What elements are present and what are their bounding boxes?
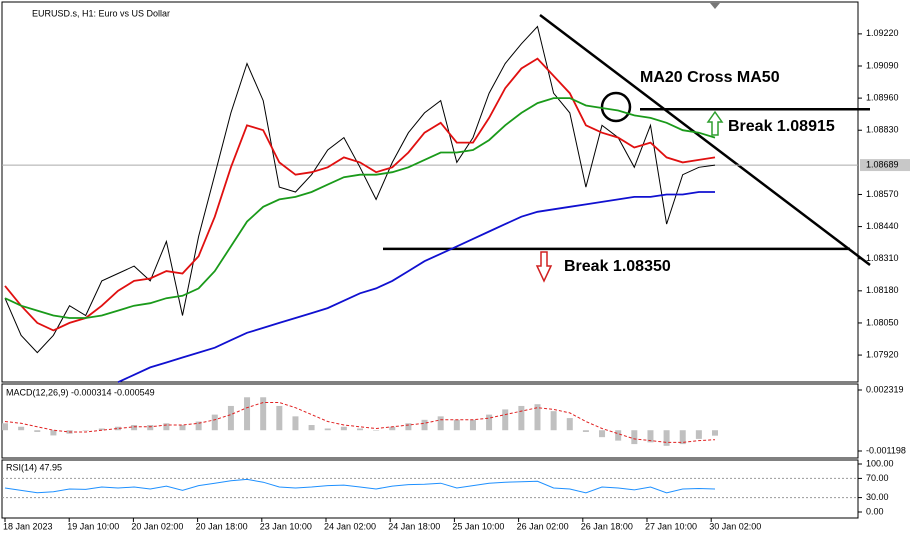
trendline [539, 14, 871, 266]
current-price-box [860, 159, 910, 172]
rsi-tick-label: 0.00 [866, 506, 884, 516]
price-panel [1, 1, 859, 383]
macd-bar [663, 430, 670, 446]
macd-bar [502, 409, 509, 431]
macd-bar [227, 405, 234, 431]
rsi-panel [1, 459, 859, 519]
macd-bar [534, 404, 541, 431]
y-tick-label: 1.08830 [866, 125, 899, 135]
macd-bar [550, 411, 557, 431]
macd-bar [2, 423, 8, 431]
macd-bar [34, 430, 41, 432]
macd-bar [615, 430, 622, 441]
up-arrow [706, 110, 724, 136]
y-tick-label: 1.08310 [866, 253, 899, 263]
macd-bar [695, 430, 702, 439]
macd-bar [163, 423, 170, 431]
macd-panel [1, 383, 859, 459]
macd-bar [389, 426, 396, 431]
macd-bar [437, 416, 444, 431]
rsi-tick-label: 100.00 [866, 458, 894, 468]
level-label: Break 1.08350 [564, 258, 671, 275]
y-tick-label: 1.09090 [866, 60, 899, 70]
macd-bar [712, 430, 718, 436]
annotation: MA20 Cross MA50 [640, 69, 780, 86]
macd-bar [292, 416, 299, 431]
macd-label: MACD(12,26,9) -0.000314 -0.000549 [6, 387, 155, 397]
current-price-label: 1.08689 [866, 159, 899, 169]
shift-marker [710, 3, 720, 9]
y-tick-label: 1.07920 [866, 349, 899, 359]
x-tick-label: 30 Jan 02:00 [709, 521, 761, 531]
x-tick-label: 20 Jan 02:00 [131, 521, 183, 531]
macd-bar [631, 430, 638, 445]
macd-bar [647, 430, 654, 443]
x-tick-label: 18 Jan 2023 [3, 521, 53, 531]
macd-bar [469, 419, 476, 431]
level-label: Break 1.08915 [728, 118, 835, 135]
y-tick-label: 1.08440 [866, 221, 899, 231]
rsi-tick-label: 70.00 [866, 473, 889, 483]
macd-bar [582, 430, 589, 432]
macd-bar [373, 430, 380, 431]
series-line [117, 191, 715, 384]
macd-bar [308, 425, 315, 431]
macd-bar [244, 397, 251, 431]
x-tick-label: 26 Jan 18:00 [581, 521, 633, 531]
macd-bar [179, 425, 186, 431]
cross-circle [600, 91, 632, 123]
down-arrow [535, 251, 553, 283]
macd-signal [4, 402, 716, 443]
macd-bar [114, 426, 121, 431]
macd-bar [421, 419, 428, 431]
macd-bar [131, 425, 138, 431]
series-line [4, 57, 716, 332]
macd-bar [679, 430, 686, 445]
macd-bar [486, 414, 493, 431]
chart-title: EURUSD.s, H1: Euro vs US Dollar [32, 8, 170, 18]
macd-bar [98, 428, 105, 431]
y-tick-label: 1.08050 [866, 317, 899, 327]
macd-bar [340, 426, 347, 431]
macd-bar [82, 430, 89, 431]
macd-bar [260, 397, 267, 431]
rsi-tick-label: 30.00 [866, 492, 889, 502]
y-tick-label: 1.08180 [866, 285, 899, 295]
macd-bar [453, 419, 460, 431]
macd-bar [324, 428, 331, 431]
y-tick-label: 1.08570 [866, 189, 899, 199]
x-tick-label: 24 Jan 18:00 [388, 521, 440, 531]
x-tick-label: 23 Jan 10:00 [260, 521, 312, 531]
macd-bar [211, 414, 218, 431]
macd-bar [357, 428, 363, 431]
macd-bar [147, 425, 154, 431]
x-tick-label: 20 Jan 18:00 [196, 521, 248, 531]
macd-bar [18, 426, 25, 431]
series-line [4, 25, 716, 354]
x-tick-label: 27 Jan 10:00 [645, 521, 697, 531]
rsi-label: RSI(14) 47.95 [6, 462, 62, 472]
x-tick-label: 19 Jan 10:00 [67, 521, 119, 531]
rsi-line [4, 478, 716, 494]
x-tick-label: 25 Jan 10:00 [452, 521, 504, 531]
macd-bar [405, 423, 412, 431]
macd-bar [195, 421, 202, 431]
x-tick-label: 26 Jan 02:00 [517, 521, 569, 531]
macd-tick-label: -0.001198 [866, 445, 906, 455]
x-tick-label: 24 Jan 02:00 [324, 521, 376, 531]
series-line [4, 97, 716, 319]
macd-tick-label: 0.002319 [866, 384, 904, 394]
y-tick-label: 1.09220 [866, 28, 899, 38]
macd-bar [518, 405, 525, 431]
macd-bar [566, 418, 573, 431]
macd-bar [599, 430, 606, 438]
macd-bar [50, 430, 57, 436]
macd-bar [276, 405, 283, 431]
y-tick-label: 1.08960 [866, 92, 899, 102]
